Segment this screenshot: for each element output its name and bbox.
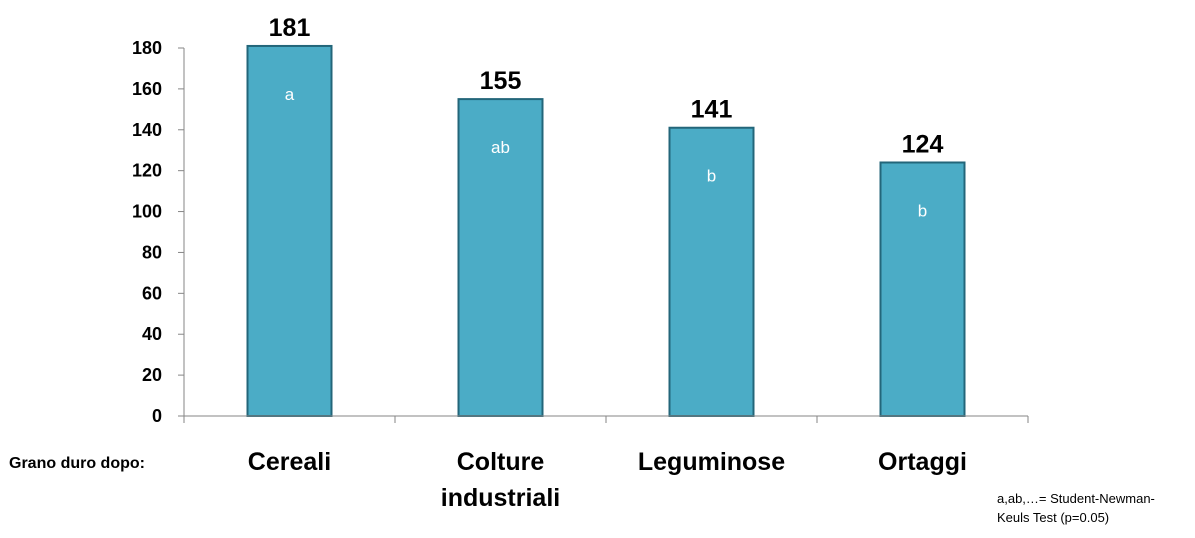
bars-group: 181 a 155 ab 141 b 124 b xyxy=(246,14,966,417)
y-tick-label: 20 xyxy=(142,365,162,385)
footnote-line-2: Keuls Test (p=0.05) xyxy=(997,510,1110,525)
y-tick-label: 0 xyxy=(152,406,162,426)
bar-value-label: 155 xyxy=(480,67,522,95)
footnote-line-1: a,ab,…= Student-Newman- xyxy=(997,491,1155,506)
x-axis: Cereali Colture industriali Leguminose Ortag… xyxy=(183,415,1029,512)
group-letter-label: a xyxy=(285,85,295,104)
footnote: a,ab,…= Student-Newman- Keuls Test (p=0.… xyxy=(997,489,1187,527)
bar-value-label: 181 xyxy=(269,14,311,42)
y-tick-label: 60 xyxy=(142,283,162,303)
bar xyxy=(668,126,755,417)
y-tick-label: 80 xyxy=(142,242,162,262)
bar xyxy=(879,161,966,417)
x-axis-row-label: Grano duro dopo: xyxy=(9,455,145,472)
x-category-label: Leguminose xyxy=(638,448,785,476)
y-tick-label: 160 xyxy=(132,79,162,99)
x-category-label: Colture xyxy=(457,448,545,476)
y-axis: 0 20 40 60 80 100 120 140 160 180 xyxy=(132,38,185,426)
y-tick-label: 180 xyxy=(132,38,162,58)
x-category-label: Cereali xyxy=(248,448,331,476)
group-letter-label: b xyxy=(707,167,716,186)
bar-value-label: 124 xyxy=(902,130,944,158)
bar xyxy=(246,44,333,417)
bar xyxy=(457,98,544,417)
group-letter-label: b xyxy=(918,201,927,220)
y-tick-label: 40 xyxy=(142,324,162,344)
y-tick-label: 140 xyxy=(132,120,162,140)
y-tick-label: 120 xyxy=(132,161,162,181)
x-category-label: industriali xyxy=(441,484,560,512)
y-tick-label: 100 xyxy=(132,202,162,222)
bar-value-label: 141 xyxy=(691,96,733,124)
group-letter-label: ab xyxy=(491,138,510,157)
x-category-label: Ortaggi xyxy=(878,448,967,476)
